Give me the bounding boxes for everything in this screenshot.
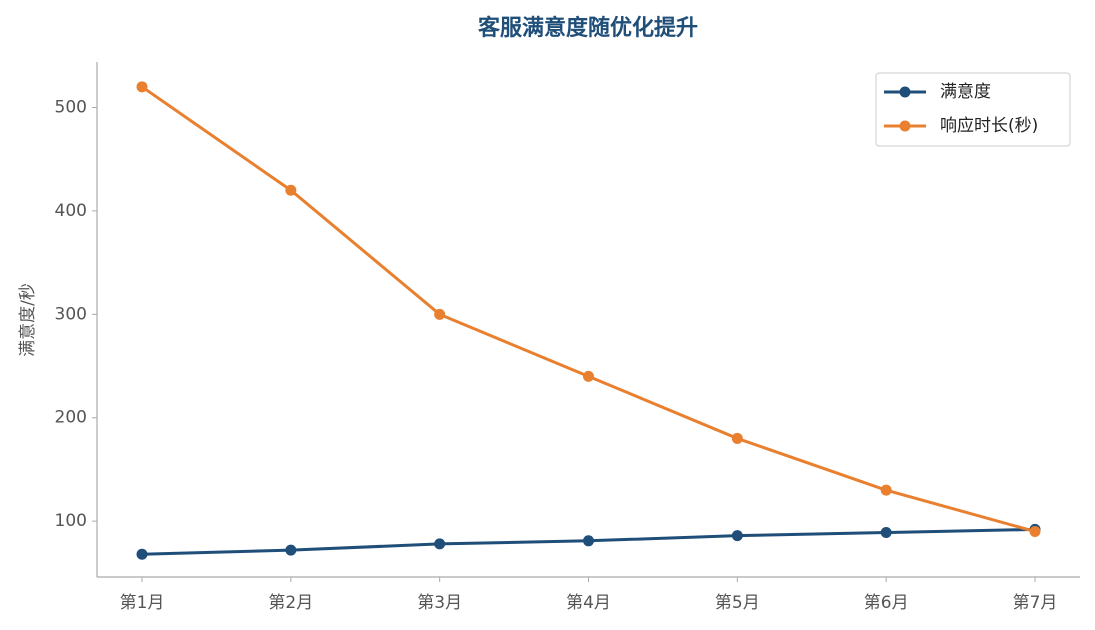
chart-title: 客服满意度随优化提升 bbox=[478, 15, 698, 41]
y-tick-label: 200 bbox=[55, 408, 87, 428]
data-point bbox=[731, 432, 743, 444]
data-point bbox=[583, 535, 594, 547]
series-line bbox=[141, 85, 1036, 533]
legend-marker bbox=[899, 120, 911, 132]
data-point bbox=[583, 370, 594, 382]
data-point bbox=[434, 308, 446, 320]
x-tick-label: 第7月 bbox=[1013, 593, 1058, 613]
legend-label: 满意度 bbox=[940, 82, 991, 102]
x-tick-label: 第1月 bbox=[120, 593, 165, 613]
x-tick-label: 第5月 bbox=[715, 593, 760, 613]
data-point bbox=[136, 81, 148, 93]
y-axis-label: 满意度/秒 bbox=[18, 283, 38, 357]
y-tick-label: 500 bbox=[55, 98, 87, 118]
x-tick-label: 第4月 bbox=[566, 593, 611, 613]
y-tick-label: 400 bbox=[55, 201, 87, 221]
y-tick-label: 300 bbox=[55, 304, 87, 324]
data-point bbox=[880, 484, 892, 496]
data-point bbox=[285, 184, 297, 196]
data-point bbox=[136, 548, 148, 560]
x-tick-label: 第2月 bbox=[268, 593, 313, 613]
data-point bbox=[731, 530, 743, 542]
x-tick-label: 第3月 bbox=[417, 593, 462, 613]
data-point bbox=[880, 527, 892, 539]
x-tick-label: 第6月 bbox=[864, 593, 909, 613]
data-point bbox=[1029, 525, 1041, 537]
legend-label: 响应时长(秒) bbox=[940, 116, 1038, 136]
legend-marker bbox=[899, 86, 911, 98]
data-point bbox=[434, 538, 446, 550]
data-point bbox=[285, 544, 297, 556]
y-tick-label: 100 bbox=[55, 511, 87, 531]
